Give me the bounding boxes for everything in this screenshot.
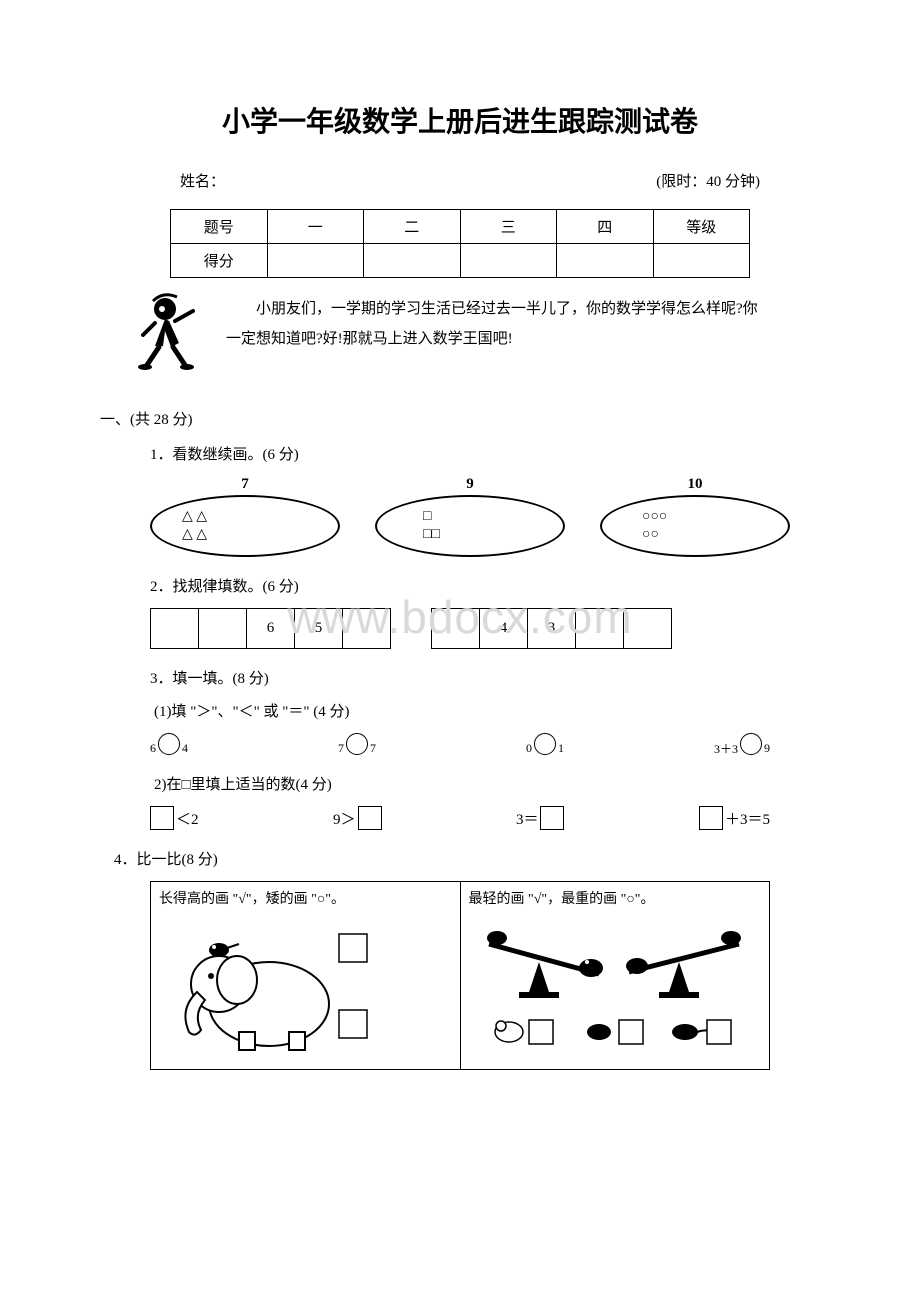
compare-item: 3＋3 9: [714, 733, 770, 755]
oval-group: 9 □ □□: [375, 476, 565, 557]
seq-cell: [343, 609, 391, 649]
meta-row: 姓名： (限时：40 分钟): [120, 170, 800, 191]
q4-left-head: 长得高的画 "√"，矮的画 "○"。: [159, 888, 452, 908]
q3-label: 3．填一填。(8 分): [150, 667, 800, 688]
cmp-right: 9: [764, 741, 770, 756]
fill-text: 3＝: [516, 808, 539, 829]
section-heading: 一、(共 28 分): [100, 408, 800, 429]
fill-item: 3＝: [516, 806, 565, 830]
cmp-right: 7: [370, 741, 376, 756]
cmp-left: 7: [338, 741, 344, 756]
fill-item: ＜2: [150, 806, 199, 830]
seq-cell: 6: [247, 609, 295, 649]
cmp-left: 0: [526, 741, 532, 756]
q1-label: 1．看数继续画。(6 分): [150, 443, 800, 464]
seq-cell: [432, 609, 480, 649]
circle-slot: [346, 733, 368, 755]
td-blank: [267, 244, 364, 278]
fill-item: ＋3＝5: [699, 806, 770, 830]
score-table: 题号 一 二 三 四 等级 得分: [170, 209, 750, 278]
seq-cell: 4: [480, 609, 528, 649]
q2-tables: 6 5 4 3: [120, 608, 800, 649]
compare-item: 0 1: [526, 733, 564, 755]
box-slot: [150, 806, 174, 830]
q3-sub2-label: 2)在□里填上适当的数(4 分): [154, 773, 800, 794]
oval-number: 7: [150, 476, 340, 493]
th: 四: [557, 210, 654, 244]
q2-label: 2．找规律填数。(6 分): [150, 575, 800, 596]
oval-row: △ △: [182, 526, 207, 544]
q4-table: 长得高的画 "√"，矮的画 "○"。: [150, 881, 770, 1070]
td-blank: [364, 244, 461, 278]
oval-number: 10: [600, 476, 790, 493]
q4-label: 4．比一比(8 分): [114, 848, 800, 869]
fill-item: 9＞: [333, 806, 382, 830]
oval-shape: ○○○ ○○: [600, 495, 790, 557]
seq-table: 4 3: [431, 608, 672, 649]
q4-right-head: 最轻的画 "√"，最重的画 "○"。: [469, 888, 762, 908]
oval-row: ○○: [642, 526, 659, 544]
table-row: 得分: [171, 244, 750, 278]
table-row: 题号 一 二 三 四 等级: [171, 210, 750, 244]
oval-row: □: [423, 508, 431, 526]
fill-text: 9＞: [333, 808, 356, 829]
oval-row: □□: [423, 526, 440, 544]
th: 等级: [653, 210, 750, 244]
cmp-right: 1: [558, 741, 564, 756]
intro-text: 小朋友们，一学期的学习生活已经过去一半儿了，你的数学学得怎么样呢?你一定想知道吧…: [226, 288, 770, 354]
td-blank: [557, 244, 654, 278]
seq-cell: 5: [295, 609, 343, 649]
elephant-compare-icon: [159, 914, 439, 1054]
oval-shape: □ □□: [375, 495, 565, 557]
box-slot: [540, 806, 564, 830]
q4-left-cell: 长得高的画 "√"，矮的画 "○"。: [151, 882, 461, 1070]
compare-item: 7 7: [338, 733, 376, 755]
name-label: 姓名：: [180, 170, 225, 191]
q4-right-cell: 最轻的画 "√"，最重的画 "○"。: [460, 882, 770, 1070]
box-slot: [699, 806, 723, 830]
oval-group: 7 △ △ △ △: [150, 476, 340, 557]
circle-slot: [158, 733, 180, 755]
box-slot: [358, 806, 382, 830]
seq-cell: [151, 609, 199, 649]
q1-ovals: 7 △ △ △ △ 9 □ □□ 10 ○○○ ○○: [120, 476, 800, 557]
circle-slot: [534, 733, 556, 755]
compare-item: 6 4: [150, 733, 188, 755]
page: 小学一年级数学上册后进生跟踪测试卷 姓名： (限时：40 分钟) 题号 一 二 …: [0, 0, 920, 1150]
oval-number: 9: [375, 476, 565, 493]
oval-row: △ △: [182, 508, 207, 526]
table-row: 长得高的画 "√"，矮的画 "○"。: [151, 882, 770, 1070]
cmp-left: 3＋3: [714, 740, 738, 757]
td-blank: [460, 244, 557, 278]
th: 三: [460, 210, 557, 244]
seq-cell: [624, 609, 672, 649]
fill-text: ＜2: [176, 808, 199, 829]
intro-block: 小朋友们，一学期的学习生活已经过去一半儿了，你的数学学得怎么样呢?你一定想知道吧…: [120, 288, 800, 378]
cmp-right: 4: [182, 741, 188, 756]
oval-shape: △ △ △ △: [150, 495, 340, 557]
q3-sub2-row: ＜2 9＞ 3＝ ＋3＝5: [120, 806, 800, 830]
seesaw-compare-icon: [469, 914, 749, 1054]
td-blank: [653, 244, 750, 278]
page-title: 小学一年级数学上册后进生跟踪测试卷: [120, 100, 800, 140]
q3-sub1-row: 6 4 7 7 0 1 3＋3 9: [120, 733, 800, 755]
fill-text: ＋3＝5: [725, 808, 770, 829]
td: 得分: [171, 244, 268, 278]
mascot-icon: [130, 288, 210, 378]
th: 题号: [171, 210, 268, 244]
seq-cell: [576, 609, 624, 649]
cmp-left: 6: [150, 741, 156, 756]
seq-cell: [199, 609, 247, 649]
seq-table: 6 5: [150, 608, 391, 649]
oval-row: ○○○: [642, 508, 667, 526]
seq-cell: 3: [528, 609, 576, 649]
circle-slot: [740, 733, 762, 755]
q3-sub1-label: (1)填 "＞"、"＜" 或 "＝" (4 分): [154, 700, 800, 721]
oval-group: 10 ○○○ ○○: [600, 476, 790, 557]
time-limit: (限时：40 分钟): [656, 170, 760, 191]
th: 二: [364, 210, 461, 244]
th: 一: [267, 210, 364, 244]
